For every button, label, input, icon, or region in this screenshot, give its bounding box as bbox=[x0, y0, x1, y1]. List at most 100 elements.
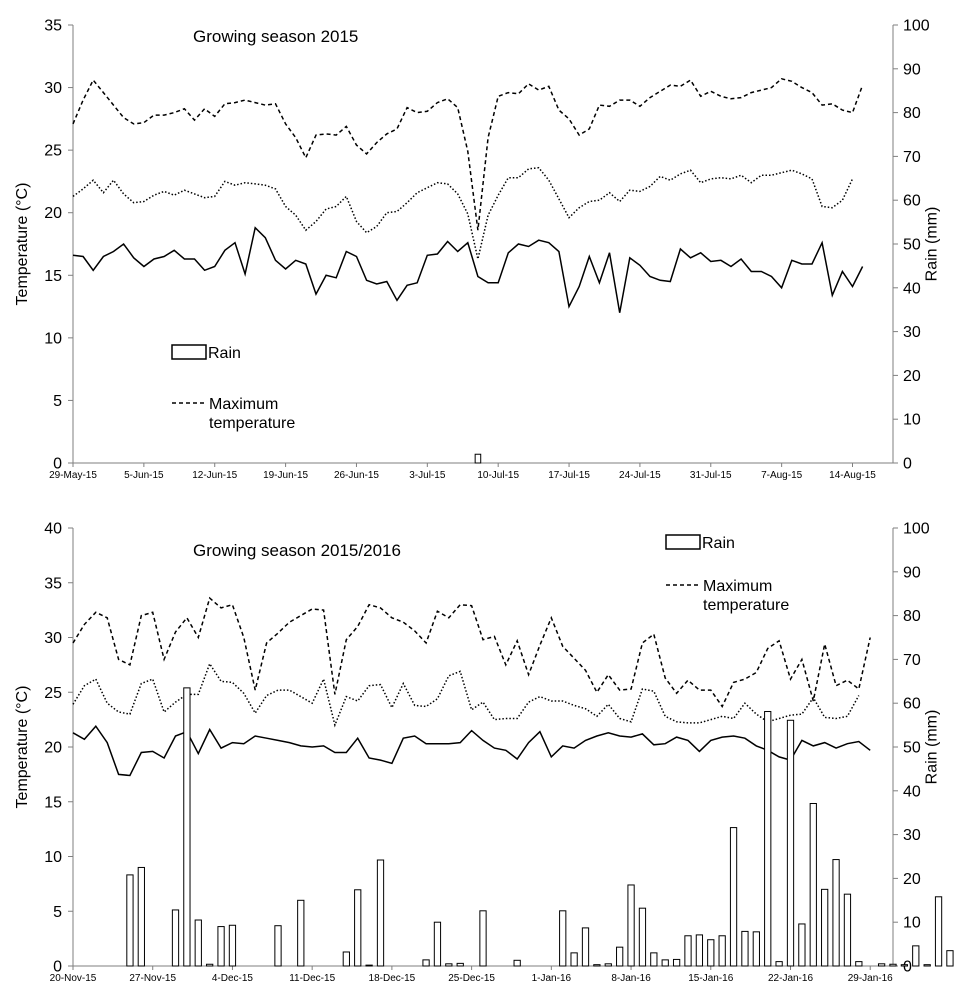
y2-tick-label: 90 bbox=[903, 61, 921, 78]
y-axis-label: Temperature (°C) bbox=[14, 686, 31, 809]
rain-bar bbox=[718, 935, 726, 967]
rain-bar bbox=[684, 935, 692, 967]
x-tick-label: 12-Jun-15 bbox=[192, 470, 237, 481]
x-tick-label: 4-Dec-15 bbox=[212, 973, 254, 984]
y2-tick-label: 50 bbox=[903, 740, 921, 757]
rain-bar bbox=[900, 964, 909, 967]
mean-temperature-line bbox=[72, 166, 854, 260]
x-tick-label: 17-Jul-15 bbox=[548, 470, 590, 481]
rain-bar bbox=[650, 952, 658, 967]
rain-bar bbox=[616, 946, 624, 967]
y2-tick-label: 20 bbox=[903, 871, 921, 888]
y2-tick-label: 70 bbox=[903, 149, 921, 166]
rain-bar bbox=[604, 963, 612, 967]
y-tick-label: 5 bbox=[53, 393, 62, 410]
x-tick-label: 29-Jan-16 bbox=[848, 973, 893, 984]
x-tick-label: 18-Dec-15 bbox=[369, 973, 416, 984]
rain-bar bbox=[946, 950, 954, 967]
rain-bar bbox=[672, 958, 681, 967]
y-tick-label: 5 bbox=[53, 904, 62, 921]
y-tick-label: 20 bbox=[44, 740, 62, 757]
rain-bar bbox=[126, 874, 134, 967]
x-tick-label: 8-Jan-16 bbox=[611, 973, 651, 984]
y2-axis-label: Rain (mm) bbox=[924, 207, 941, 282]
rain-bar bbox=[183, 687, 191, 967]
rain-bar bbox=[912, 945, 920, 967]
rain-bar bbox=[923, 964, 931, 967]
x-tick-label: 31-Jul-15 bbox=[690, 470, 732, 481]
rain-bar bbox=[559, 910, 567, 967]
rain-bar bbox=[274, 925, 282, 967]
y-axis-label: Temperature (°C) bbox=[14, 183, 31, 306]
y-tick-label: 0 bbox=[53, 456, 62, 473]
legend-max-temp-label: Maximum temperature bbox=[703, 578, 789, 614]
rain-bar bbox=[764, 711, 772, 967]
y2-tick-label: 80 bbox=[903, 105, 921, 122]
x-tick-label: 25-Dec-15 bbox=[448, 973, 495, 984]
min-temperature-line bbox=[72, 226, 864, 313]
rain-bar bbox=[474, 453, 482, 464]
y2-tick-label: 40 bbox=[903, 280, 921, 297]
rain-bar bbox=[456, 962, 464, 967]
y-tick-label: 25 bbox=[44, 685, 62, 702]
y2-tick-label: 20 bbox=[903, 368, 921, 385]
y2-tick-label: 100 bbox=[903, 521, 930, 538]
x-tick-label: 3-Jul-15 bbox=[409, 470, 446, 481]
legend-max-temp-label: Maximum temperature bbox=[209, 396, 295, 432]
y2-tick-label: 60 bbox=[903, 193, 921, 210]
x-tick-label: 10-Jul-15 bbox=[477, 470, 519, 481]
rain-bar bbox=[775, 961, 783, 967]
y2-tick-label: 0 bbox=[903, 456, 912, 473]
y-tick-label: 10 bbox=[44, 849, 62, 866]
rain-bar bbox=[581, 927, 590, 967]
rain-bar bbox=[786, 719, 795, 967]
x-tick-label: 7-Aug-15 bbox=[761, 470, 803, 481]
y2-tick-label: 60 bbox=[903, 696, 921, 713]
rain-bar bbox=[206, 963, 214, 967]
legend-rain-label: Rain bbox=[702, 535, 735, 552]
rain-bar bbox=[855, 961, 863, 967]
y2-tick-label: 100 bbox=[903, 18, 930, 35]
rain-bar bbox=[376, 859, 385, 967]
y-tick-label: 40 bbox=[44, 521, 62, 538]
y2-tick-label: 10 bbox=[903, 915, 921, 932]
y-tick-label: 35 bbox=[44, 18, 62, 35]
rain-bar bbox=[798, 923, 806, 967]
rain-bar bbox=[627, 884, 635, 967]
y-tick-label: 30 bbox=[44, 630, 62, 647]
rain-bar bbox=[752, 931, 760, 967]
rain-bar bbox=[342, 951, 350, 967]
rain-bar bbox=[570, 952, 578, 967]
y2-tick-label: 40 bbox=[903, 783, 921, 800]
rain-bar bbox=[137, 866, 145, 967]
legend-rain-label: Rain bbox=[208, 345, 241, 362]
rain-bar bbox=[171, 909, 180, 967]
legend-rain-swatch bbox=[171, 344, 207, 360]
rain-bar bbox=[832, 859, 840, 967]
y2-tick-label: 30 bbox=[903, 827, 921, 844]
rain-bar bbox=[695, 934, 704, 967]
rain-bar bbox=[809, 803, 817, 967]
rain-bar bbox=[422, 959, 430, 967]
rain-bar bbox=[661, 959, 669, 967]
rain-bar bbox=[843, 893, 852, 967]
rain-bar bbox=[513, 959, 521, 967]
rain-bar bbox=[934, 896, 943, 967]
rain-bar bbox=[638, 907, 647, 967]
y-tick-label: 20 bbox=[44, 205, 62, 222]
max-temperature-line bbox=[72, 77, 864, 231]
y-tick-label: 25 bbox=[44, 143, 62, 160]
y2-tick-label: 0 bbox=[903, 959, 912, 976]
rain-bar bbox=[433, 921, 442, 967]
x-tick-label: 24-Jul-15 bbox=[619, 470, 661, 481]
rain-bar bbox=[217, 926, 225, 967]
rain-bar bbox=[194, 919, 202, 967]
x-tick-label: 20-Nov-15 bbox=[50, 973, 97, 984]
rain-bar bbox=[228, 924, 237, 967]
rain-bar bbox=[729, 827, 738, 967]
rain-bar bbox=[445, 963, 453, 967]
rain-bar bbox=[741, 930, 749, 967]
rain-bar bbox=[354, 889, 362, 967]
y-tick-label: 35 bbox=[44, 575, 62, 592]
y-tick-label: 10 bbox=[44, 330, 62, 347]
